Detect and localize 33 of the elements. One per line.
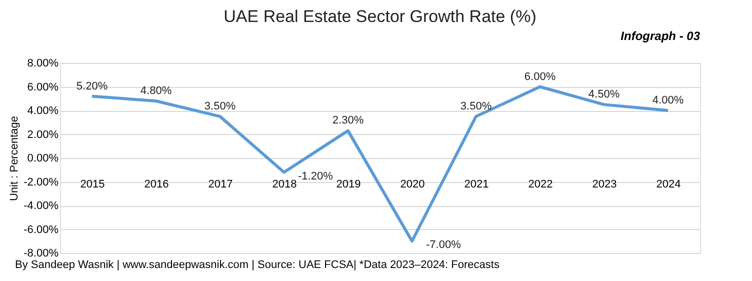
data-label: 3.50% — [204, 100, 236, 112]
data-label: 4.00% — [652, 94, 684, 106]
x-tick-label: 2024 — [656, 178, 681, 190]
text: Infograph - 03 — [620, 29, 700, 43]
x-tick-label: 2022 — [528, 178, 553, 190]
y-tick-label: -4.00% — [24, 200, 59, 212]
y-tick-label: -6.00% — [24, 224, 59, 236]
data-label: 3.50% — [460, 100, 492, 112]
x-tick-label: 2018 — [272, 178, 297, 190]
x-tick-label: 2020 — [400, 178, 425, 190]
data-label: 6.00% — [524, 70, 556, 83]
data-label: 5.20% — [76, 80, 108, 92]
x-tick-label: 2015 — [80, 178, 105, 190]
data-label: 4.80% — [140, 85, 172, 97]
y-tick-label: 2.00% — [27, 128, 59, 141]
x-tick-label: 2021 — [464, 178, 489, 190]
data-label: 4.50% — [588, 88, 620, 101]
y-tick-label: 8.00% — [27, 58, 59, 70]
y-tick-label: -2.00% — [24, 176, 59, 188]
y-tick-label: -8.00% — [24, 248, 59, 260]
data-label: -7.00% — [426, 239, 462, 252]
text: By Sandeep Wasnik | www.sandeepwasnik.com | Source: UAE FCSA| *Data 2023–2024: Forecasts — [15, 259, 500, 271]
x-tick-label: 2017 — [208, 178, 233, 190]
chart-title: UAE Real Estate Sector Growth Rate (%) — [224, 7, 536, 26]
x-tick-label: 2016 — [144, 178, 169, 190]
data-label: 2.30% — [332, 114, 364, 127]
x-tick-label: 2023 — [592, 178, 617, 190]
y-axis-title: Unit : Percentage — [8, 116, 21, 201]
y-tick-label: 4.00% — [27, 105, 59, 117]
y-tick-label: 6.00% — [27, 81, 59, 94]
x-tick-label: 2019 — [336, 178, 361, 190]
data-label: -1.20% — [298, 170, 334, 182]
y-tick-label: 0.00% — [27, 152, 59, 164]
